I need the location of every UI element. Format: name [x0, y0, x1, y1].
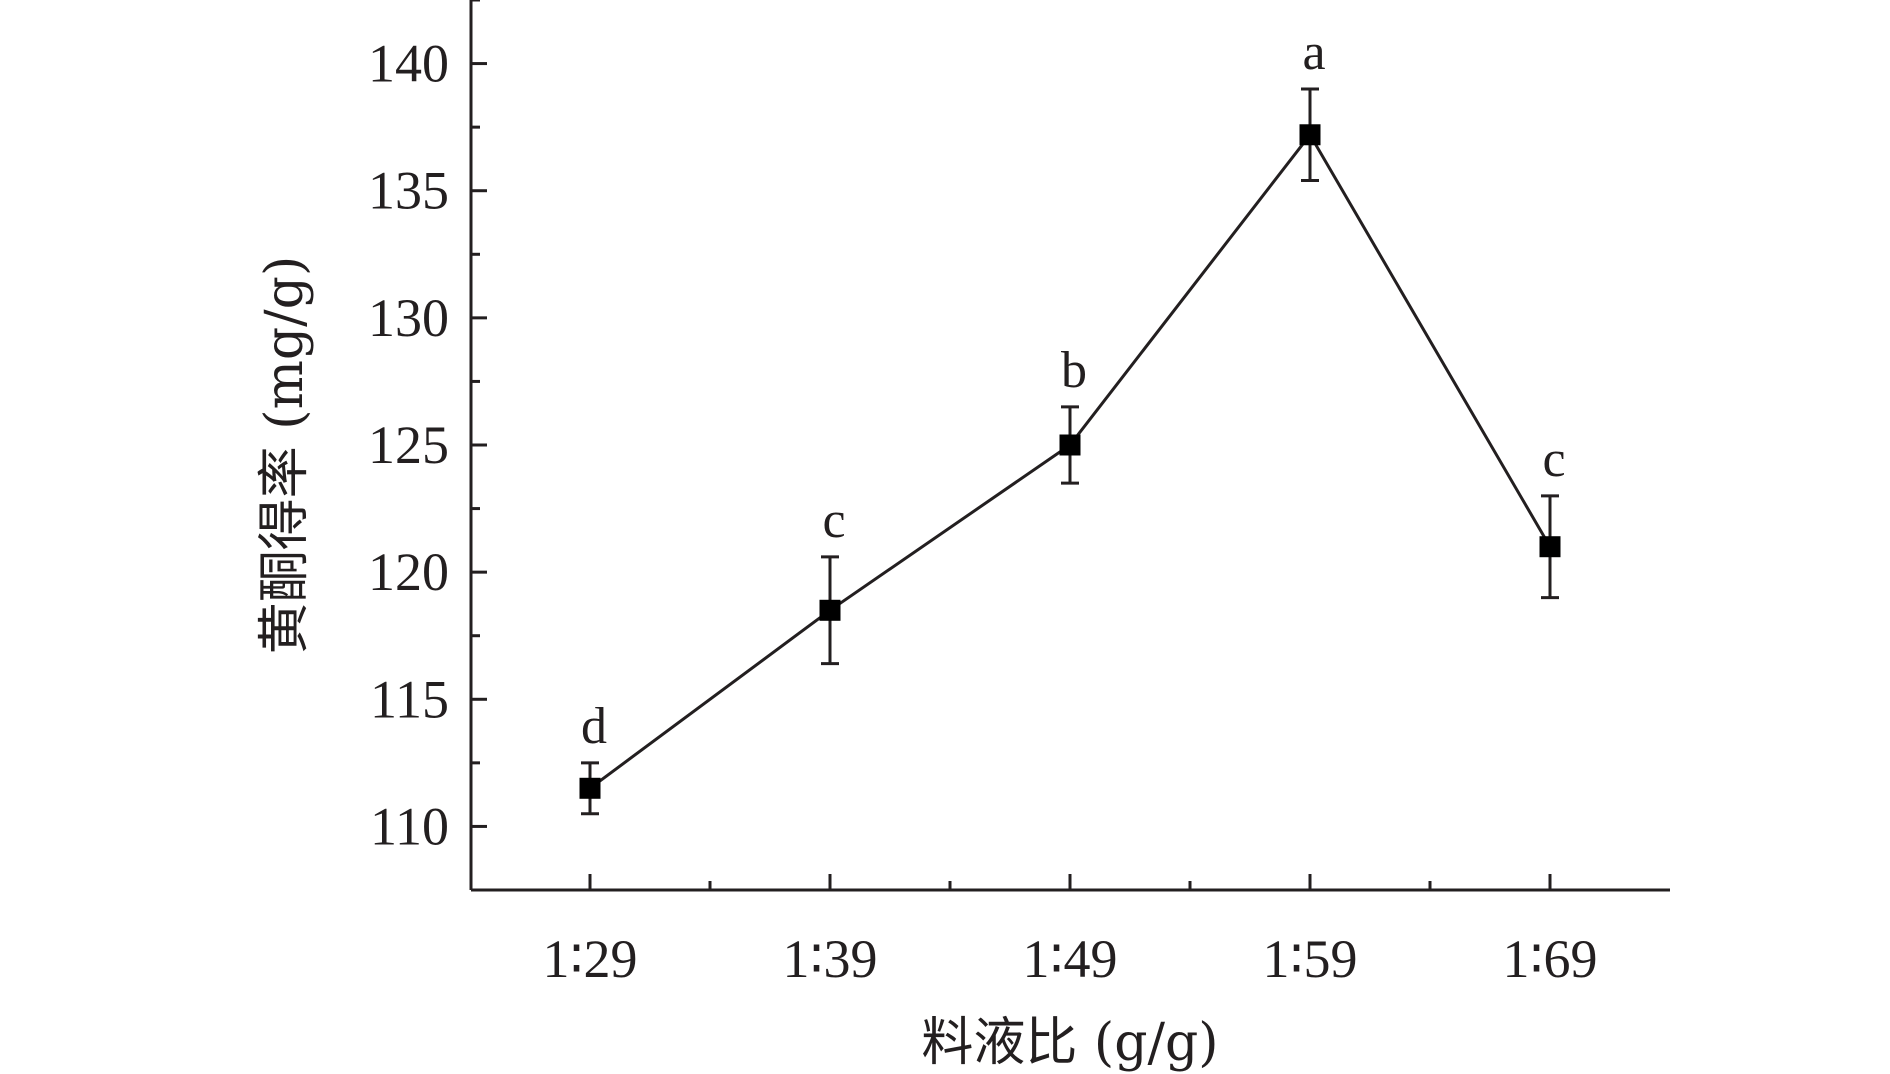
y-tick-label: 110 [370, 796, 449, 856]
x-tick-label: 1∶69 [1502, 929, 1597, 989]
x-tick-label: 1∶49 [1022, 929, 1117, 989]
x-tick-label: 1∶29 [542, 929, 637, 989]
significance-label: a [1302, 24, 1325, 81]
data-point [1059, 434, 1081, 456]
significance-label: d [581, 698, 607, 755]
series: d c b a c [579, 24, 1566, 816]
y-tick-label: 140 [368, 34, 449, 94]
significance-label: c [822, 492, 845, 549]
y-tick-label: 125 [368, 415, 449, 475]
x-tick-label: 1∶59 [1262, 929, 1357, 989]
data-point [819, 599, 841, 621]
y-tick-label: 120 [368, 542, 449, 602]
data-point [579, 777, 601, 799]
significance-label: c [1542, 431, 1565, 488]
y-tick-label: 135 [368, 161, 449, 221]
y-tick-label: 115 [370, 669, 449, 729]
data-point [1299, 124, 1321, 146]
y-axis-title: 黄酮得率 (mg/g) [255, 256, 315, 655]
tick-labels: 110 115 120 125 130 135 140 1∶29 1∶39 1∶49 1∶59 1∶6… [368, 34, 1598, 989]
x-axis-title: 料液比 (g/g) [921, 1013, 1218, 1073]
ticks [471, 0, 1552, 892]
x-tick-label: 1∶39 [782, 929, 877, 989]
significance-label: b [1061, 342, 1087, 399]
y-tick-label: 130 [368, 288, 449, 348]
data-point [1539, 536, 1561, 558]
